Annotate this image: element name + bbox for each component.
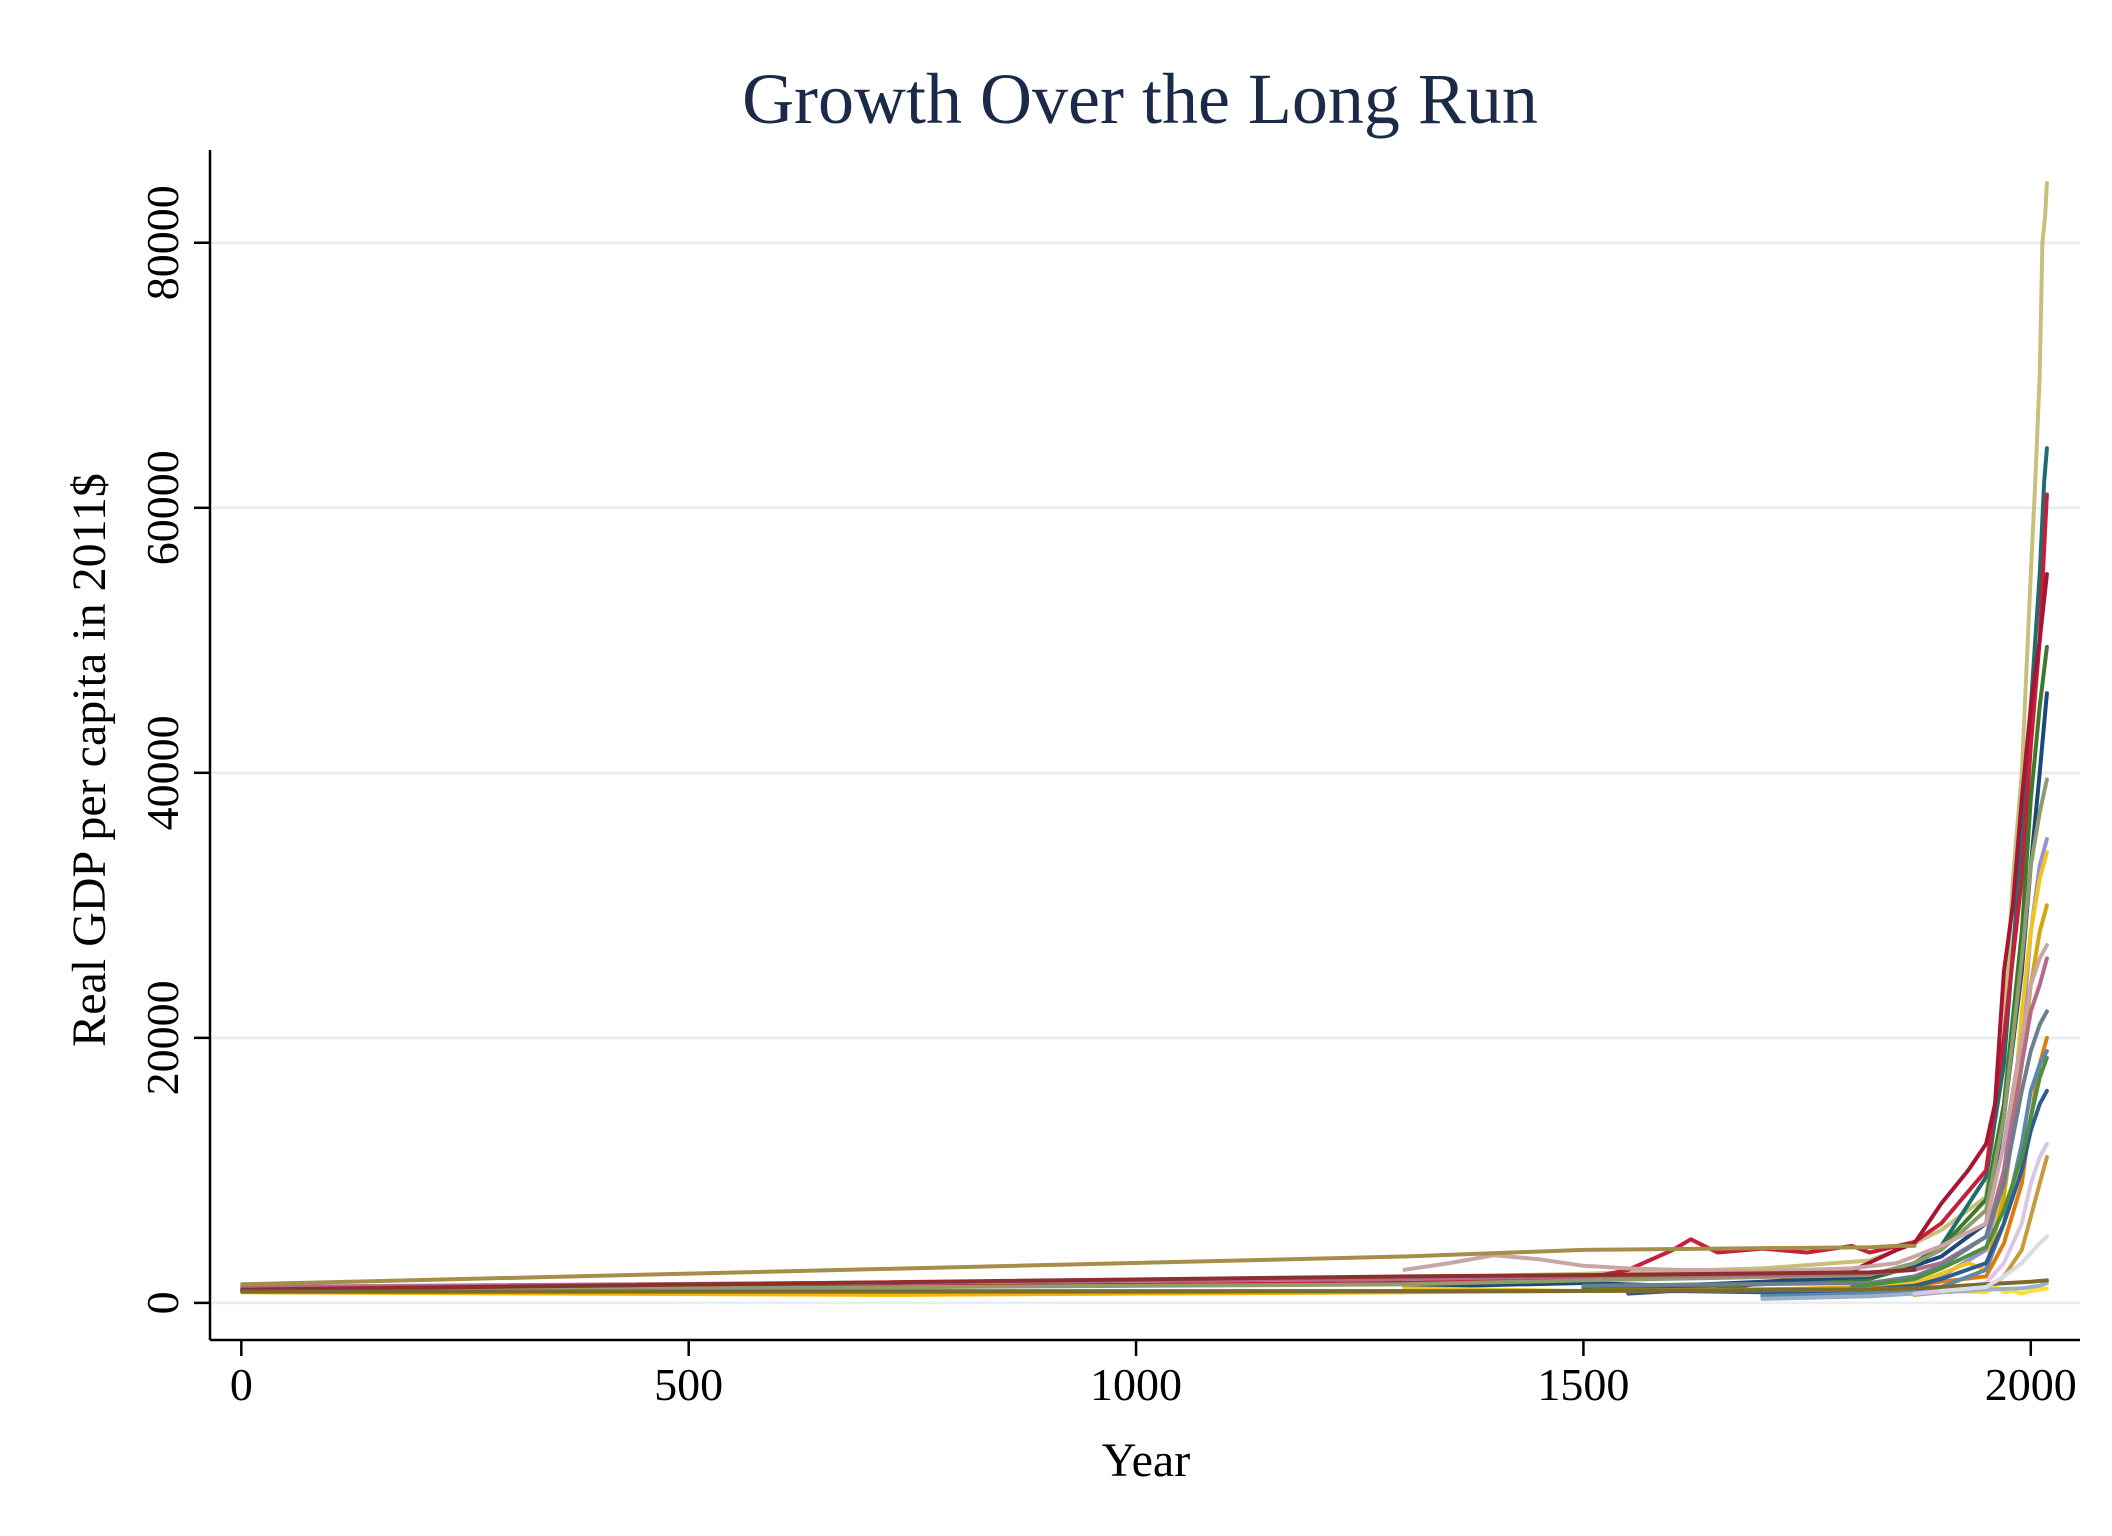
y-axis-label: Real GDP per capita in 2011$	[63, 473, 116, 1047]
x-tick-label-4: 2000	[1985, 1359, 2077, 1410]
series-line-14	[240, 1267, 1917, 1292]
series-line-2	[240, 492, 2049, 1293]
series-lines	[240, 181, 2049, 1301]
grid-lines	[212, 241, 2080, 1305]
chart-title: Growth Over the Long Run	[742, 59, 1538, 139]
x-axis-ticks: 0 500 1000 1500 2000	[230, 1340, 2077, 1410]
axes	[208, 150, 2080, 1342]
series-line-0	[240, 181, 2049, 1291]
series-line-18	[1849, 1055, 2049, 1289]
series-line-5	[1402, 691, 2049, 1289]
series-line-11	[1402, 943, 2049, 1274]
series-line-1	[1581, 446, 2049, 1289]
y-axis-ticks: 0 20000 40000 60000 80000	[137, 185, 210, 1314]
series-line-3	[1715, 572, 2049, 1292]
x-tick-label-3: 1500	[1537, 1359, 1629, 1410]
x-tick-label-0: 0	[230, 1359, 253, 1410]
series-line-25	[1939, 1234, 2049, 1293]
y-tick-label-0: 0	[137, 1291, 188, 1314]
y-tick-label-4: 80000	[137, 185, 188, 300]
x-tick-label-2: 1000	[1090, 1359, 1182, 1410]
x-axis-label: Year	[1102, 1434, 1190, 1487]
series-line-17	[1581, 1009, 2049, 1288]
series-line-6	[240, 777, 2049, 1293]
y-tick-label-3: 60000	[137, 450, 188, 565]
y-tick-label-1: 20000	[137, 980, 188, 1095]
series-line-24	[240, 1278, 2049, 1294]
x-tick-label-1: 500	[654, 1359, 723, 1410]
series-line-12	[240, 1035, 2049, 1293]
series-line-10	[240, 956, 2049, 1289]
y-tick-label-2: 40000	[137, 715, 188, 830]
series-line-13	[240, 1243, 1917, 1287]
